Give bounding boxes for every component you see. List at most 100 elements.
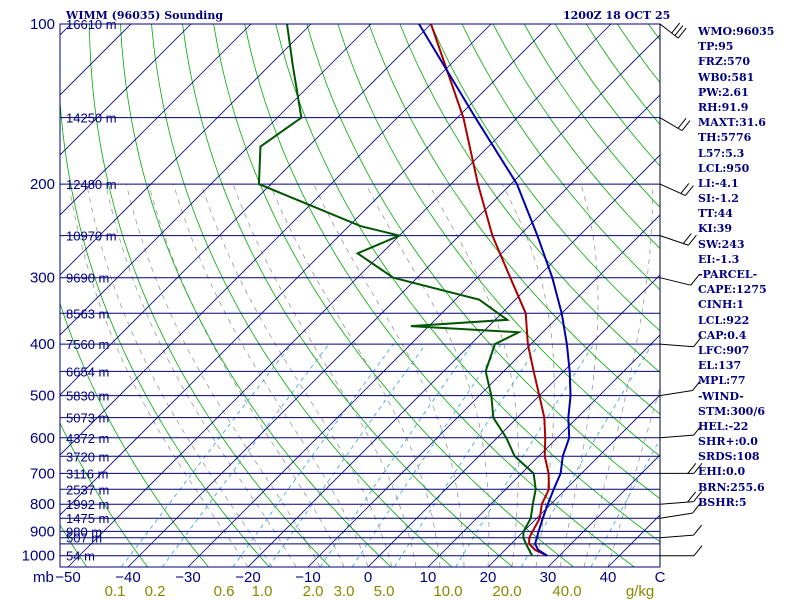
isotherm-line (60, 24, 312, 276)
index-line: SW:243 (698, 237, 745, 251)
dewpoint-trace (257, 24, 537, 557)
index-line: PW:2.61 (698, 85, 749, 99)
wind-barb-flag (674, 25, 684, 36)
moist-adiabat-line (269, 183, 441, 567)
mixing-ratio-tick-label: 1.0 (252, 583, 273, 600)
pressure-unit-label: mb (33, 569, 54, 586)
height-label: 54 m (66, 549, 95, 564)
index-line: MPL:77 (698, 374, 746, 388)
wind-barb-flag (687, 491, 696, 503)
dry-adiabat-line (88, 24, 331, 567)
dry-adiabat-line (60, 301, 209, 567)
dry-adiabat-line (492, 24, 660, 250)
pressure-tick-label: 400 (30, 336, 55, 353)
height-label: 507 m (66, 531, 102, 546)
mixing-ratio-unit-label: g/kg (626, 583, 654, 600)
temperature-tick-label: −20 (235, 569, 260, 586)
index-line: TP:95 (698, 40, 734, 54)
index-line: EL:137 (698, 359, 742, 373)
height-label: 5073 m (66, 411, 109, 426)
isotherm-line (60, 24, 432, 396)
dry-adiabat-line (0, 24, 26, 567)
wind-barb-flag (677, 117, 687, 129)
dry-adiabat-line (244, 24, 635, 567)
mixing-ratio-tick-label: 3.0 (334, 583, 355, 600)
isotherm-line (60, 24, 192, 156)
height-label: 980 m (66, 524, 102, 539)
wind-barb-flag (681, 120, 691, 131)
index-line: STM:300/6 (698, 404, 765, 418)
wind-barb-staff (659, 183, 686, 197)
isotherm-line (427, 334, 660, 567)
wind-barb-staff (659, 277, 691, 286)
index-line: EHI:0.0 (698, 465, 746, 479)
height-label: 2537 m (66, 482, 109, 497)
mixing-ratio-line (161, 343, 330, 567)
mixing-ratio-tick-label: 5.0 (374, 583, 395, 600)
moist-adiabat-line (173, 183, 369, 567)
dry-adiabat-line (213, 24, 574, 567)
dry-adiabat-line (430, 24, 660, 332)
pressure-tick-label: 500 (30, 388, 55, 405)
temperature-tick-label: 20 (480, 569, 497, 586)
dry-adiabat-line (182, 24, 513, 567)
index-line: WMO:96035 (698, 25, 775, 38)
index-line: BSHR:5 (698, 495, 747, 509)
isotherm-line (127, 34, 660, 567)
temperature-tick-label: −40 (115, 569, 140, 586)
isotherm-line (60, 24, 492, 456)
pressure-tick-label: 700 (30, 465, 55, 482)
dry-adiabat-line (60, 422, 148, 567)
dry-adiabat-line (337, 24, 660, 457)
height-label: 10970 m (66, 229, 117, 244)
wind-barb-staff (659, 534, 694, 539)
dry-adiabat-line (306, 24, 660, 500)
moist-adiabat-line (607, 386, 660, 567)
dry-adiabat-line (275, 24, 660, 543)
wind-barb-staff (659, 434, 694, 439)
wind-barb-flag (687, 463, 697, 474)
wind-barb-staff (659, 512, 693, 519)
height-label: 12480 m (66, 177, 117, 192)
dry-adiabat-line (60, 94, 270, 567)
wind-barb-staff (659, 117, 683, 132)
dry-adiabat-line (151, 24, 453, 567)
index-line: LCL:950 (698, 161, 750, 175)
temperature-tick-label: 30 (540, 569, 557, 586)
index-line: MAXT:31.6 (698, 116, 766, 130)
mixing-ratio-line (120, 343, 292, 567)
temperature-tick-label: −10 (295, 569, 320, 586)
pressure-tick-label: 600 (30, 430, 55, 447)
moist-adiabat-line (105, 183, 297, 567)
index-line: CAP:0.4 (698, 328, 747, 342)
temperature-tick-label: 10 (420, 569, 437, 586)
mixing-ratio-line (455, 343, 595, 567)
mixing-ratio-tick-label: 0.6 (214, 583, 235, 600)
chart-datetime: 1200Z 18 OCT 25 (563, 9, 671, 22)
wind-barb-flag (692, 502, 701, 514)
isotherm-line (547, 454, 660, 567)
mixing-ratio-line (351, 343, 502, 567)
pressure-tick-label: 800 (30, 496, 55, 513)
pressure-tick-label: 200 (30, 176, 55, 193)
index-line: RH:91.9 (698, 100, 749, 114)
mixing-ratio-line (268, 343, 426, 567)
index-line: LCL:922 (698, 313, 750, 327)
mixing-ratio-tick-label: 0.2 (145, 583, 166, 600)
height-label: 3116 m (66, 466, 108, 481)
temperature-tick-label: 40 (600, 569, 617, 586)
wind-barb-flag (693, 491, 703, 502)
mixing-ratio-line (394, 343, 540, 567)
dry-adiabat-line (461, 24, 660, 291)
grid-lines (0, 24, 660, 567)
wind-barb-staff (659, 390, 693, 397)
wind-barb-flag (687, 234, 697, 246)
moist-adiabat-line (313, 183, 465, 567)
wind-barb-flag (693, 424, 703, 436)
mixing-ratio-line (319, 343, 473, 567)
wind-barb-flag (692, 380, 701, 391)
wind-barb-staff (659, 235, 689, 246)
index-line: TT:44 (698, 207, 733, 221)
